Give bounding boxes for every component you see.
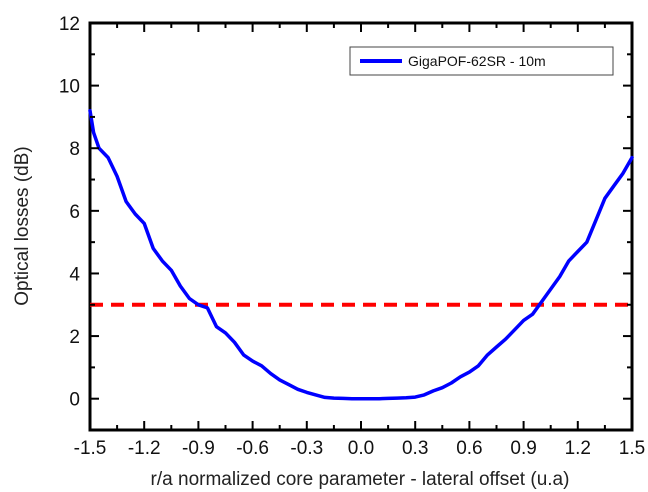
series-layer [88, 108, 634, 401]
x-axis-title: r/a normalized core parameter - lateral … [151, 469, 570, 490]
series-line [88, 108, 634, 401]
x-tick-label: 0.6 [456, 438, 482, 459]
y-tick-label: 0 [69, 390, 80, 411]
x-tick-label: 1.5 [619, 438, 645, 459]
y-tick-label: 12 [59, 14, 80, 35]
x-tick-label: -1.5 [74, 438, 107, 459]
legend-label: GigaPOF-62SR - 10m [408, 53, 546, 69]
y-tick-label: 2 [69, 327, 80, 348]
y-axis: 0 2 4 6 8 10 12 [59, 14, 632, 431]
plot-frame [88, 21, 634, 432]
y-tick-label: 8 [69, 139, 80, 160]
y-tick-label: 10 [59, 77, 80, 98]
x-tick-label: 0.0 [348, 438, 374, 459]
x-tick-label: 0.3 [402, 438, 428, 459]
x-axis: -1.5 -1.2 -0.9 -0.6 -0.3 0.0 0.3 0.6 0.9 1.2 1.5 [74, 23, 645, 459]
y-axis-title: Optical losses (dB) [12, 146, 33, 305]
y-tick-label: 4 [69, 264, 80, 285]
y-tick-label: 6 [69, 202, 80, 223]
x-tick-label: -0.9 [182, 438, 215, 459]
x-tick-label: 0.9 [510, 438, 536, 459]
x-tick-label: -0.6 [236, 438, 269, 459]
x-tick-label: -1.2 [128, 438, 161, 459]
x-tick-label: -0.3 [290, 438, 323, 459]
legend: GigaPOF-62SR - 10m [349, 46, 614, 76]
x-tick-label: 1.2 [565, 438, 591, 459]
